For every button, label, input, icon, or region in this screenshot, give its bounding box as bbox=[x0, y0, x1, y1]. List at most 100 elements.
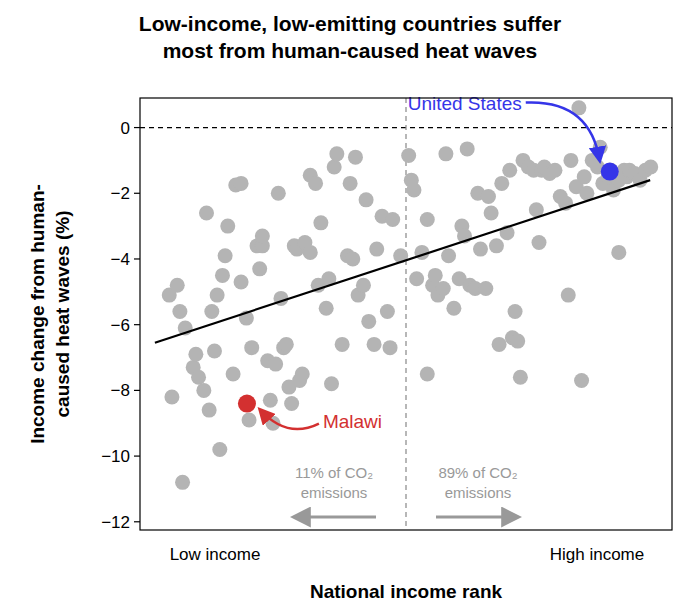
y-tick-label: −12 bbox=[101, 513, 130, 532]
title: Low-income, low-emitting countries suffe… bbox=[139, 12, 561, 35]
callout-arrow bbox=[526, 102, 600, 160]
country-point bbox=[380, 304, 395, 319]
country-point bbox=[502, 163, 517, 178]
country-point bbox=[643, 159, 658, 174]
callout-arrow bbox=[260, 410, 319, 430]
country-point bbox=[428, 268, 443, 283]
country-point bbox=[226, 366, 241, 381]
country-point bbox=[215, 268, 230, 283]
y-tick-label: −10 bbox=[101, 447, 130, 466]
callout-label: Malawi bbox=[323, 411, 382, 432]
country-point bbox=[175, 475, 190, 490]
y-tick-label: −2 bbox=[111, 184, 130, 203]
country-point bbox=[210, 288, 225, 303]
y-tick-label: −6 bbox=[111, 316, 130, 335]
country-point bbox=[202, 403, 217, 418]
country-point bbox=[441, 248, 456, 263]
x-range-label: Low income bbox=[170, 545, 261, 564]
divider-line bbox=[405, 98, 406, 530]
emissions-annotation: emissions bbox=[445, 484, 512, 501]
trend-line bbox=[155, 180, 650, 343]
country-point bbox=[611, 245, 626, 260]
country-point bbox=[401, 148, 416, 163]
highlight-point bbox=[601, 163, 619, 181]
y-tick bbox=[134, 521, 140, 522]
country-point bbox=[420, 212, 435, 227]
emissions-arrow bbox=[294, 516, 376, 519]
country-point bbox=[489, 238, 504, 253]
country-point bbox=[409, 271, 424, 286]
country-point bbox=[348, 150, 363, 165]
country-point bbox=[494, 176, 509, 191]
plot-area bbox=[155, 100, 658, 490]
y-tick-label: −4 bbox=[111, 250, 130, 269]
country-point bbox=[308, 176, 323, 191]
country-point bbox=[295, 366, 310, 381]
country-point bbox=[438, 146, 453, 161]
y-tick-label: 0 bbox=[121, 119, 130, 138]
country-point bbox=[284, 396, 299, 411]
country-point bbox=[170, 278, 185, 293]
country-point bbox=[385, 212, 400, 227]
highlight-point bbox=[238, 395, 256, 413]
country-point bbox=[547, 163, 562, 178]
country-point bbox=[234, 176, 249, 191]
country-point bbox=[473, 242, 488, 257]
callout-label: United States bbox=[408, 93, 522, 114]
country-point bbox=[345, 251, 360, 266]
country-point bbox=[263, 393, 278, 408]
y-tick bbox=[134, 258, 140, 259]
country-point bbox=[359, 192, 374, 207]
y-label: Income change from human- bbox=[27, 184, 48, 444]
country-point bbox=[484, 205, 499, 220]
country-point bbox=[242, 412, 257, 427]
country-point bbox=[327, 159, 342, 174]
country-point bbox=[356, 278, 371, 293]
plot-frame bbox=[140, 98, 672, 530]
y-label: caused heat waves (%) bbox=[52, 211, 73, 418]
country-point bbox=[244, 340, 259, 355]
country-point bbox=[510, 334, 525, 349]
country-point bbox=[268, 357, 283, 372]
country-point bbox=[172, 304, 187, 319]
country-point bbox=[383, 340, 398, 355]
country-point bbox=[508, 304, 523, 319]
country-point bbox=[188, 347, 203, 362]
title: most from human-caused heat waves bbox=[163, 39, 538, 62]
country-point bbox=[532, 235, 547, 250]
y-tick-label: −8 bbox=[111, 381, 130, 400]
country-point bbox=[319, 301, 334, 316]
country-point bbox=[446, 301, 461, 316]
country-point bbox=[329, 146, 344, 161]
country-point bbox=[492, 337, 507, 352]
country-point bbox=[196, 383, 211, 398]
country-point bbox=[218, 248, 233, 263]
country-point bbox=[574, 373, 589, 388]
country-point bbox=[367, 337, 382, 352]
country-point bbox=[513, 370, 528, 385]
country-point bbox=[460, 141, 475, 156]
country-point bbox=[481, 189, 496, 204]
country-point bbox=[577, 169, 592, 184]
country-point bbox=[303, 245, 318, 260]
country-point bbox=[335, 337, 350, 352]
country-point bbox=[255, 228, 270, 243]
country-point bbox=[220, 219, 235, 234]
country-point bbox=[212, 442, 227, 457]
emissions-annotation: 11% of CO₂ bbox=[295, 464, 373, 481]
y-tick bbox=[134, 455, 140, 456]
country-point bbox=[191, 370, 206, 385]
country-point bbox=[420, 366, 435, 381]
country-point bbox=[406, 182, 421, 197]
y-label-group: Income change from human-caused heat wav… bbox=[27, 184, 73, 444]
country-point bbox=[563, 153, 578, 168]
emissions-annotation: 89% of CO₂ bbox=[438, 464, 517, 481]
emissions-arrow bbox=[436, 516, 518, 519]
country-point bbox=[207, 343, 222, 358]
country-point bbox=[252, 261, 267, 276]
y-tick bbox=[134, 324, 140, 325]
country-point bbox=[478, 281, 493, 296]
country-point bbox=[279, 337, 294, 352]
y-tick bbox=[134, 127, 140, 128]
country-point bbox=[361, 314, 376, 329]
